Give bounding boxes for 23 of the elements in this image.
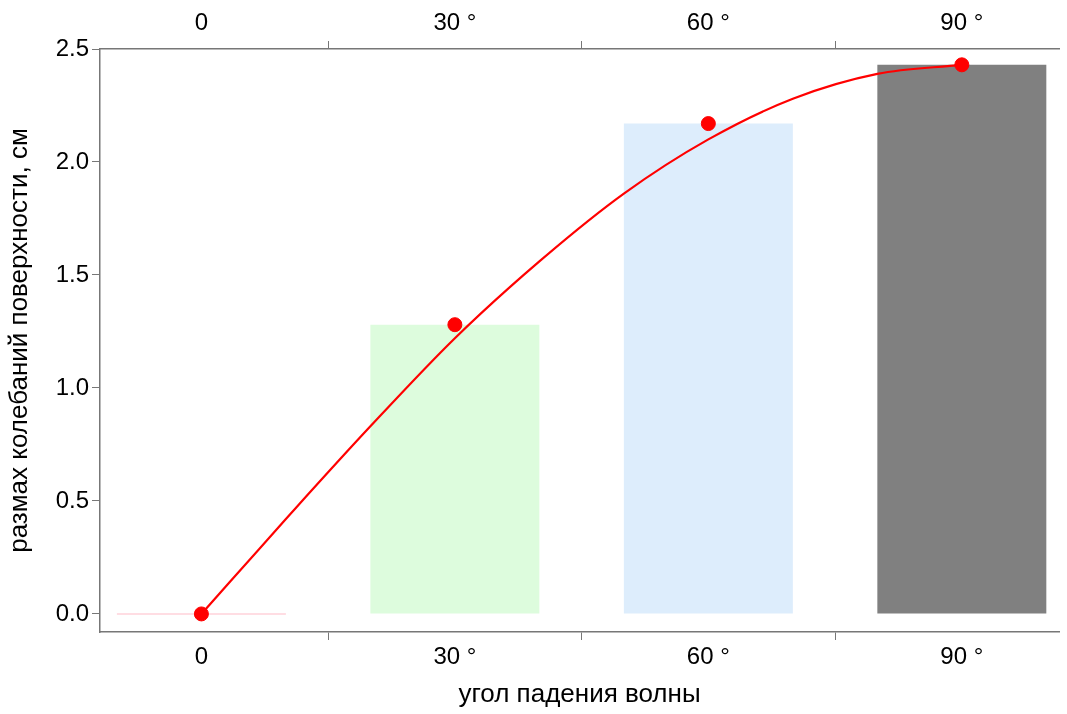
x2-tick-label: 90 °: [940, 8, 984, 36]
x-tick-label: 90 °: [940, 642, 984, 670]
y-tick-label: 1.5: [55, 259, 89, 287]
bar: [877, 64, 1047, 614]
y-axis-title: размах колебаний поверхности, см: [2, 128, 33, 553]
x-tick-label: 30 °: [433, 642, 477, 670]
point: [447, 317, 463, 333]
bar: [623, 123, 793, 614]
y-tick-label: 0.0: [55, 598, 89, 626]
point: [700, 116, 716, 132]
y-tick-label: 1.0: [55, 372, 89, 400]
bar: [370, 324, 540, 614]
y-tick-label: 2.5: [55, 33, 89, 61]
x-axis-title: угол падения волны: [458, 677, 701, 708]
y-tick-label: 2.0: [55, 146, 89, 174]
x-tick-label: 0: [194, 642, 209, 670]
point: [954, 57, 970, 73]
y-tick-label: 0.5: [55, 485, 89, 513]
x2-tick-label: 0: [194, 8, 209, 36]
x-tick-label: 60 °: [686, 642, 730, 670]
x2-tick-label: 60 °: [686, 8, 730, 36]
x2-tick-label: 30 °: [433, 8, 477, 36]
point: [193, 606, 209, 622]
